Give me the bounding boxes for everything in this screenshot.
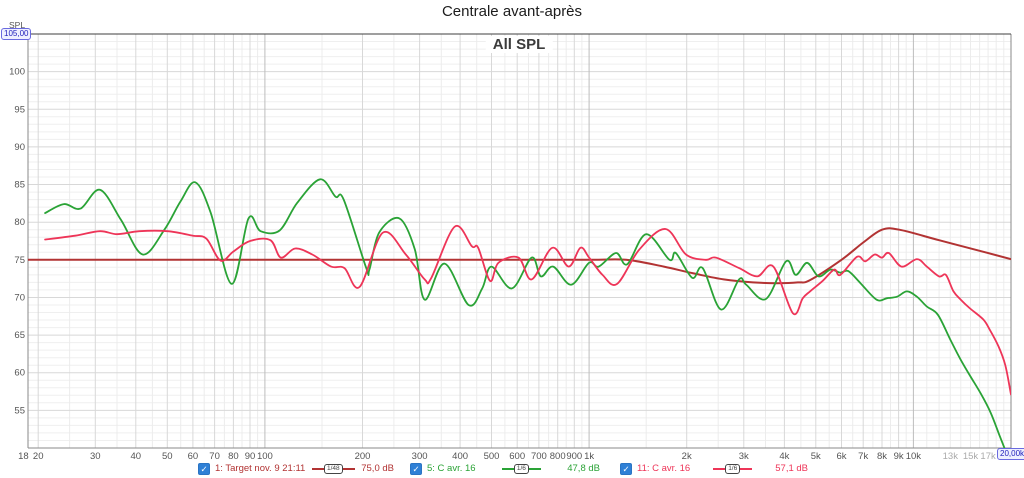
smoothing-badge-target: 1/48 [311,463,355,474]
svg-text:18: 18 [18,451,29,462]
legend-label-before[interactable]: 5: C avr. 16 [427,463,476,474]
series-line-icon [501,467,514,470]
svg-text:17k: 17k [980,451,996,462]
svg-text:90: 90 [245,451,256,462]
svg-text:70: 70 [14,293,25,304]
svg-text:500: 500 [484,451,500,462]
series-line-icon [311,467,324,470]
svg-text:3k: 3k [739,451,749,462]
series-line-icon [713,467,726,470]
svg-text:30: 30 [90,451,101,462]
svg-text:75: 75 [14,255,25,266]
svg-text:1k: 1k [584,451,594,462]
legend-item-target: ✓ 1: Target nov. 9 21:11 1/48 75,0 dB [198,462,394,475]
svg-text:20: 20 [33,451,44,462]
x-axis-max-box[interactable]: 20,00k [997,448,1024,460]
legend-checkbox-before[interactable]: ✓ [410,462,422,475]
svg-text:95: 95 [14,104,25,115]
series-line-icon [740,467,753,470]
svg-text:900: 900 [566,451,582,462]
smoothing-badge-after: 1/6 [713,463,753,474]
svg-text:9k: 9k [894,451,904,462]
svg-text:65: 65 [14,330,25,341]
svg-text:300: 300 [412,451,428,462]
svg-text:700: 700 [531,451,547,462]
legend-label-target[interactable]: 1: Target nov. 9 21:11 [215,463,306,474]
legend-item-after: ✓ 11: C avr. 16 1/6 57,1 dB [620,462,808,475]
svg-text:50: 50 [162,451,173,462]
svg-text:90: 90 [14,142,25,153]
legend-label-after[interactable]: 11: C avr. 16 [637,463,691,474]
svg-text:70: 70 [209,451,220,462]
svg-text:5k: 5k [811,451,821,462]
svg-text:55: 55 [14,405,25,416]
svg-text:2k: 2k [682,451,692,462]
svg-text:8k: 8k [877,451,887,462]
svg-text:60: 60 [188,451,199,462]
svg-text:800: 800 [550,451,566,462]
series-line-icon [528,467,541,470]
y-axis-unit-label: SPL [9,20,26,30]
page-title: Centrale avant-après [441,3,583,20]
y-axis-max-box[interactable]: 105,00 [1,28,32,40]
svg-text:10k: 10k [906,451,922,462]
series-line-icon [342,467,355,470]
legend-checkbox-target[interactable]: ✓ [198,462,210,475]
svg-text:85: 85 [14,180,25,191]
svg-text:13k: 13k [943,451,959,462]
svg-text:4k: 4k [779,451,789,462]
svg-text:80: 80 [228,451,239,462]
svg-text:200: 200 [355,451,371,462]
legend-value-after: 57,1 dB [775,463,808,474]
svg-text:7k: 7k [858,451,868,462]
svg-text:80: 80 [14,217,25,228]
smoothing-badge-before: 1/6 [501,463,541,474]
legend-value-before: 47,8 dB [567,463,600,474]
svg-text:6k: 6k [836,451,846,462]
legend-item-before: ✓ 5: C avr. 16 1/6 47,8 dB [410,462,600,475]
svg-text:600: 600 [509,451,525,462]
chart-title: All SPL [485,36,553,53]
svg-text:100: 100 [257,451,273,462]
svg-text:400: 400 [452,451,468,462]
svg-text:60: 60 [14,368,25,379]
legend-value-target: 75,0 dB [361,463,394,474]
svg-text:100: 100 [9,67,25,78]
svg-text:40: 40 [131,451,142,462]
svg-text:15k: 15k [963,451,979,462]
legend-checkbox-after[interactable]: ✓ [620,462,632,475]
